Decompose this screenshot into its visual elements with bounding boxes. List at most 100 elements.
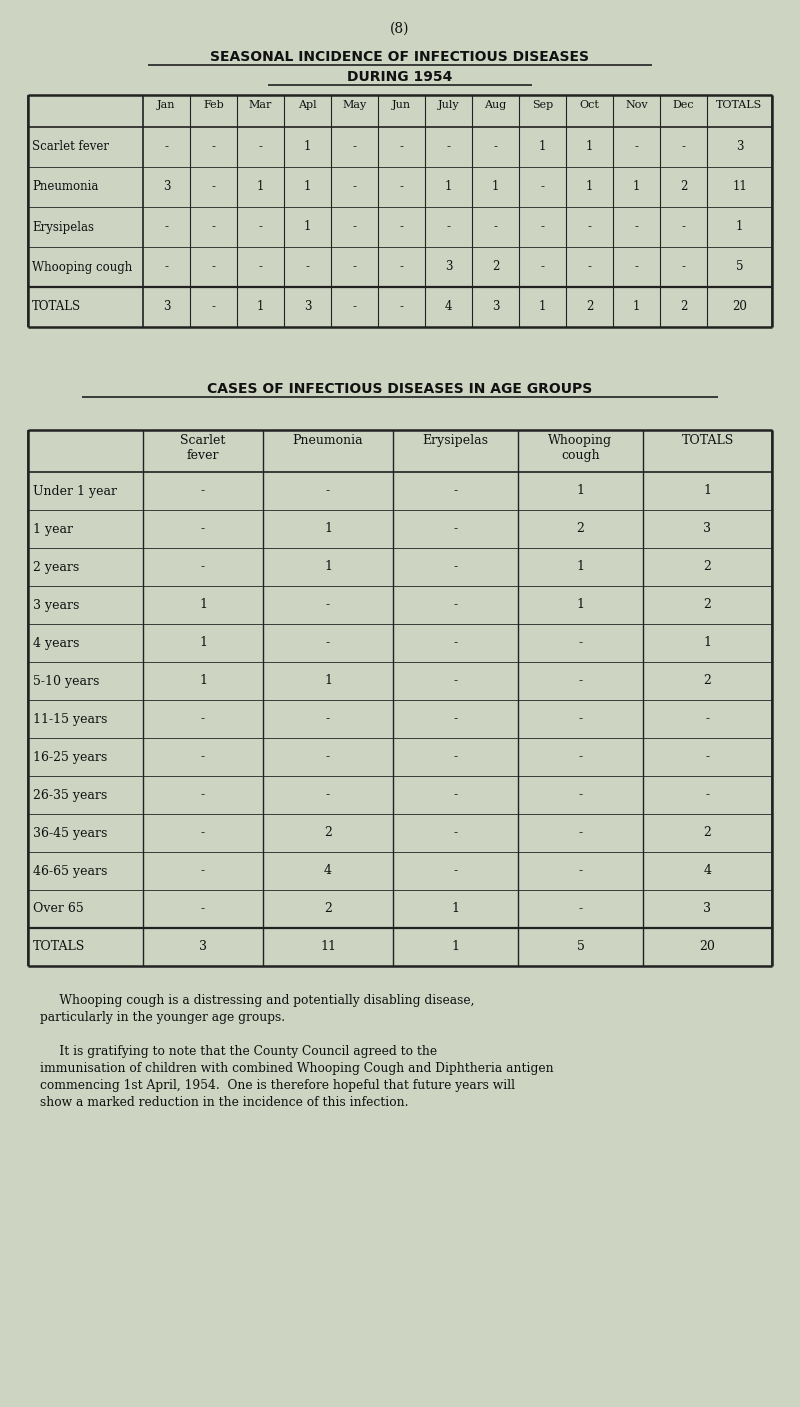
Text: 36-45 years: 36-45 years — [33, 826, 107, 840]
Text: -: - — [326, 598, 330, 612]
Text: -: - — [454, 712, 458, 726]
Text: 1: 1 — [633, 180, 640, 194]
Text: 2: 2 — [680, 301, 687, 314]
Text: 1: 1 — [199, 636, 207, 650]
Text: 3: 3 — [703, 522, 711, 536]
Text: -: - — [706, 788, 710, 802]
Text: 3: 3 — [736, 141, 743, 153]
Text: -: - — [682, 260, 686, 273]
Text: -: - — [211, 260, 215, 273]
Text: May: May — [342, 100, 366, 110]
Text: Jun: Jun — [392, 100, 411, 110]
Text: Scarlet
fever: Scarlet fever — [180, 433, 226, 461]
Text: -: - — [211, 180, 215, 194]
Text: -: - — [326, 712, 330, 726]
Text: -: - — [201, 712, 205, 726]
Text: 3: 3 — [492, 301, 499, 314]
Text: -: - — [326, 788, 330, 802]
Text: -: - — [578, 750, 582, 764]
Text: -: - — [541, 180, 545, 194]
Text: -: - — [634, 260, 638, 273]
Text: Feb: Feb — [203, 100, 224, 110]
Text: 1: 1 — [577, 560, 585, 574]
Text: -: - — [634, 221, 638, 234]
Text: 4: 4 — [445, 301, 452, 314]
Text: 2: 2 — [324, 826, 332, 840]
Text: -: - — [578, 788, 582, 802]
Text: 2: 2 — [680, 180, 687, 194]
Text: 3: 3 — [703, 902, 711, 916]
Text: 1: 1 — [577, 598, 585, 612]
Text: Aug: Aug — [484, 100, 506, 110]
Text: -: - — [578, 674, 582, 688]
Text: Whooping
cough: Whooping cough — [549, 433, 613, 461]
Text: 1: 1 — [304, 141, 311, 153]
Text: 2: 2 — [703, 560, 711, 574]
Text: -: - — [201, 750, 205, 764]
Text: -: - — [454, 598, 458, 612]
Text: 1: 1 — [199, 674, 207, 688]
Text: -: - — [454, 826, 458, 840]
Text: It is gratifying to note that the County Council agreed to the: It is gratifying to note that the County… — [40, 1045, 437, 1058]
Text: 1: 1 — [304, 221, 311, 234]
Text: -: - — [587, 260, 591, 273]
Text: Oct: Oct — [579, 100, 599, 110]
Text: 11-15 years: 11-15 years — [33, 712, 107, 726]
Text: 5: 5 — [736, 260, 743, 273]
Text: -: - — [201, 788, 205, 802]
Text: Pneumonia: Pneumonia — [293, 433, 363, 447]
Text: 3: 3 — [199, 940, 207, 954]
Text: 2: 2 — [703, 674, 711, 688]
Text: 1: 1 — [703, 484, 711, 498]
Text: CASES OF INFECTIOUS DISEASES IN AGE GROUPS: CASES OF INFECTIOUS DISEASES IN AGE GROU… — [207, 381, 593, 395]
Text: -: - — [201, 826, 205, 840]
Text: -: - — [211, 141, 215, 153]
Text: 11: 11 — [732, 180, 747, 194]
Text: -: - — [541, 260, 545, 273]
Text: Sep: Sep — [532, 100, 553, 110]
Text: -: - — [587, 221, 591, 234]
Text: Nov: Nov — [625, 100, 648, 110]
Text: -: - — [399, 221, 403, 234]
Text: -: - — [211, 221, 215, 234]
Text: -: - — [201, 522, 205, 536]
Text: -: - — [682, 221, 686, 234]
Text: 1: 1 — [577, 484, 585, 498]
Text: -: - — [578, 826, 582, 840]
Text: 3: 3 — [162, 301, 170, 314]
Text: 3: 3 — [162, 180, 170, 194]
Text: (8): (8) — [390, 23, 410, 37]
Text: -: - — [306, 260, 310, 273]
Text: -: - — [258, 141, 262, 153]
Text: DURING 1954: DURING 1954 — [347, 70, 453, 84]
Text: TOTALS: TOTALS — [682, 433, 734, 447]
Text: -: - — [634, 141, 638, 153]
Text: 2: 2 — [577, 522, 585, 536]
Text: -: - — [454, 636, 458, 650]
Text: -: - — [201, 864, 205, 878]
Text: 2: 2 — [703, 826, 711, 840]
Text: Mar: Mar — [249, 100, 272, 110]
Text: -: - — [165, 141, 169, 153]
Text: 2: 2 — [586, 301, 593, 314]
Text: 2: 2 — [492, 260, 499, 273]
Text: -: - — [454, 674, 458, 688]
Text: -: - — [326, 484, 330, 498]
Text: -: - — [211, 301, 215, 314]
Text: -: - — [494, 221, 498, 234]
Text: -: - — [353, 141, 357, 153]
Text: 1: 1 — [539, 301, 546, 314]
Text: -: - — [454, 484, 458, 498]
Text: -: - — [706, 750, 710, 764]
Text: -: - — [446, 141, 450, 153]
Text: 1: 1 — [324, 560, 332, 574]
Text: 2: 2 — [703, 598, 711, 612]
Text: -: - — [454, 522, 458, 536]
Text: -: - — [578, 864, 582, 878]
Text: -: - — [201, 484, 205, 498]
Text: 1: 1 — [703, 636, 711, 650]
Text: -: - — [258, 260, 262, 273]
Text: Dec: Dec — [673, 100, 694, 110]
Text: 1: 1 — [451, 940, 459, 954]
Text: -: - — [201, 560, 205, 574]
